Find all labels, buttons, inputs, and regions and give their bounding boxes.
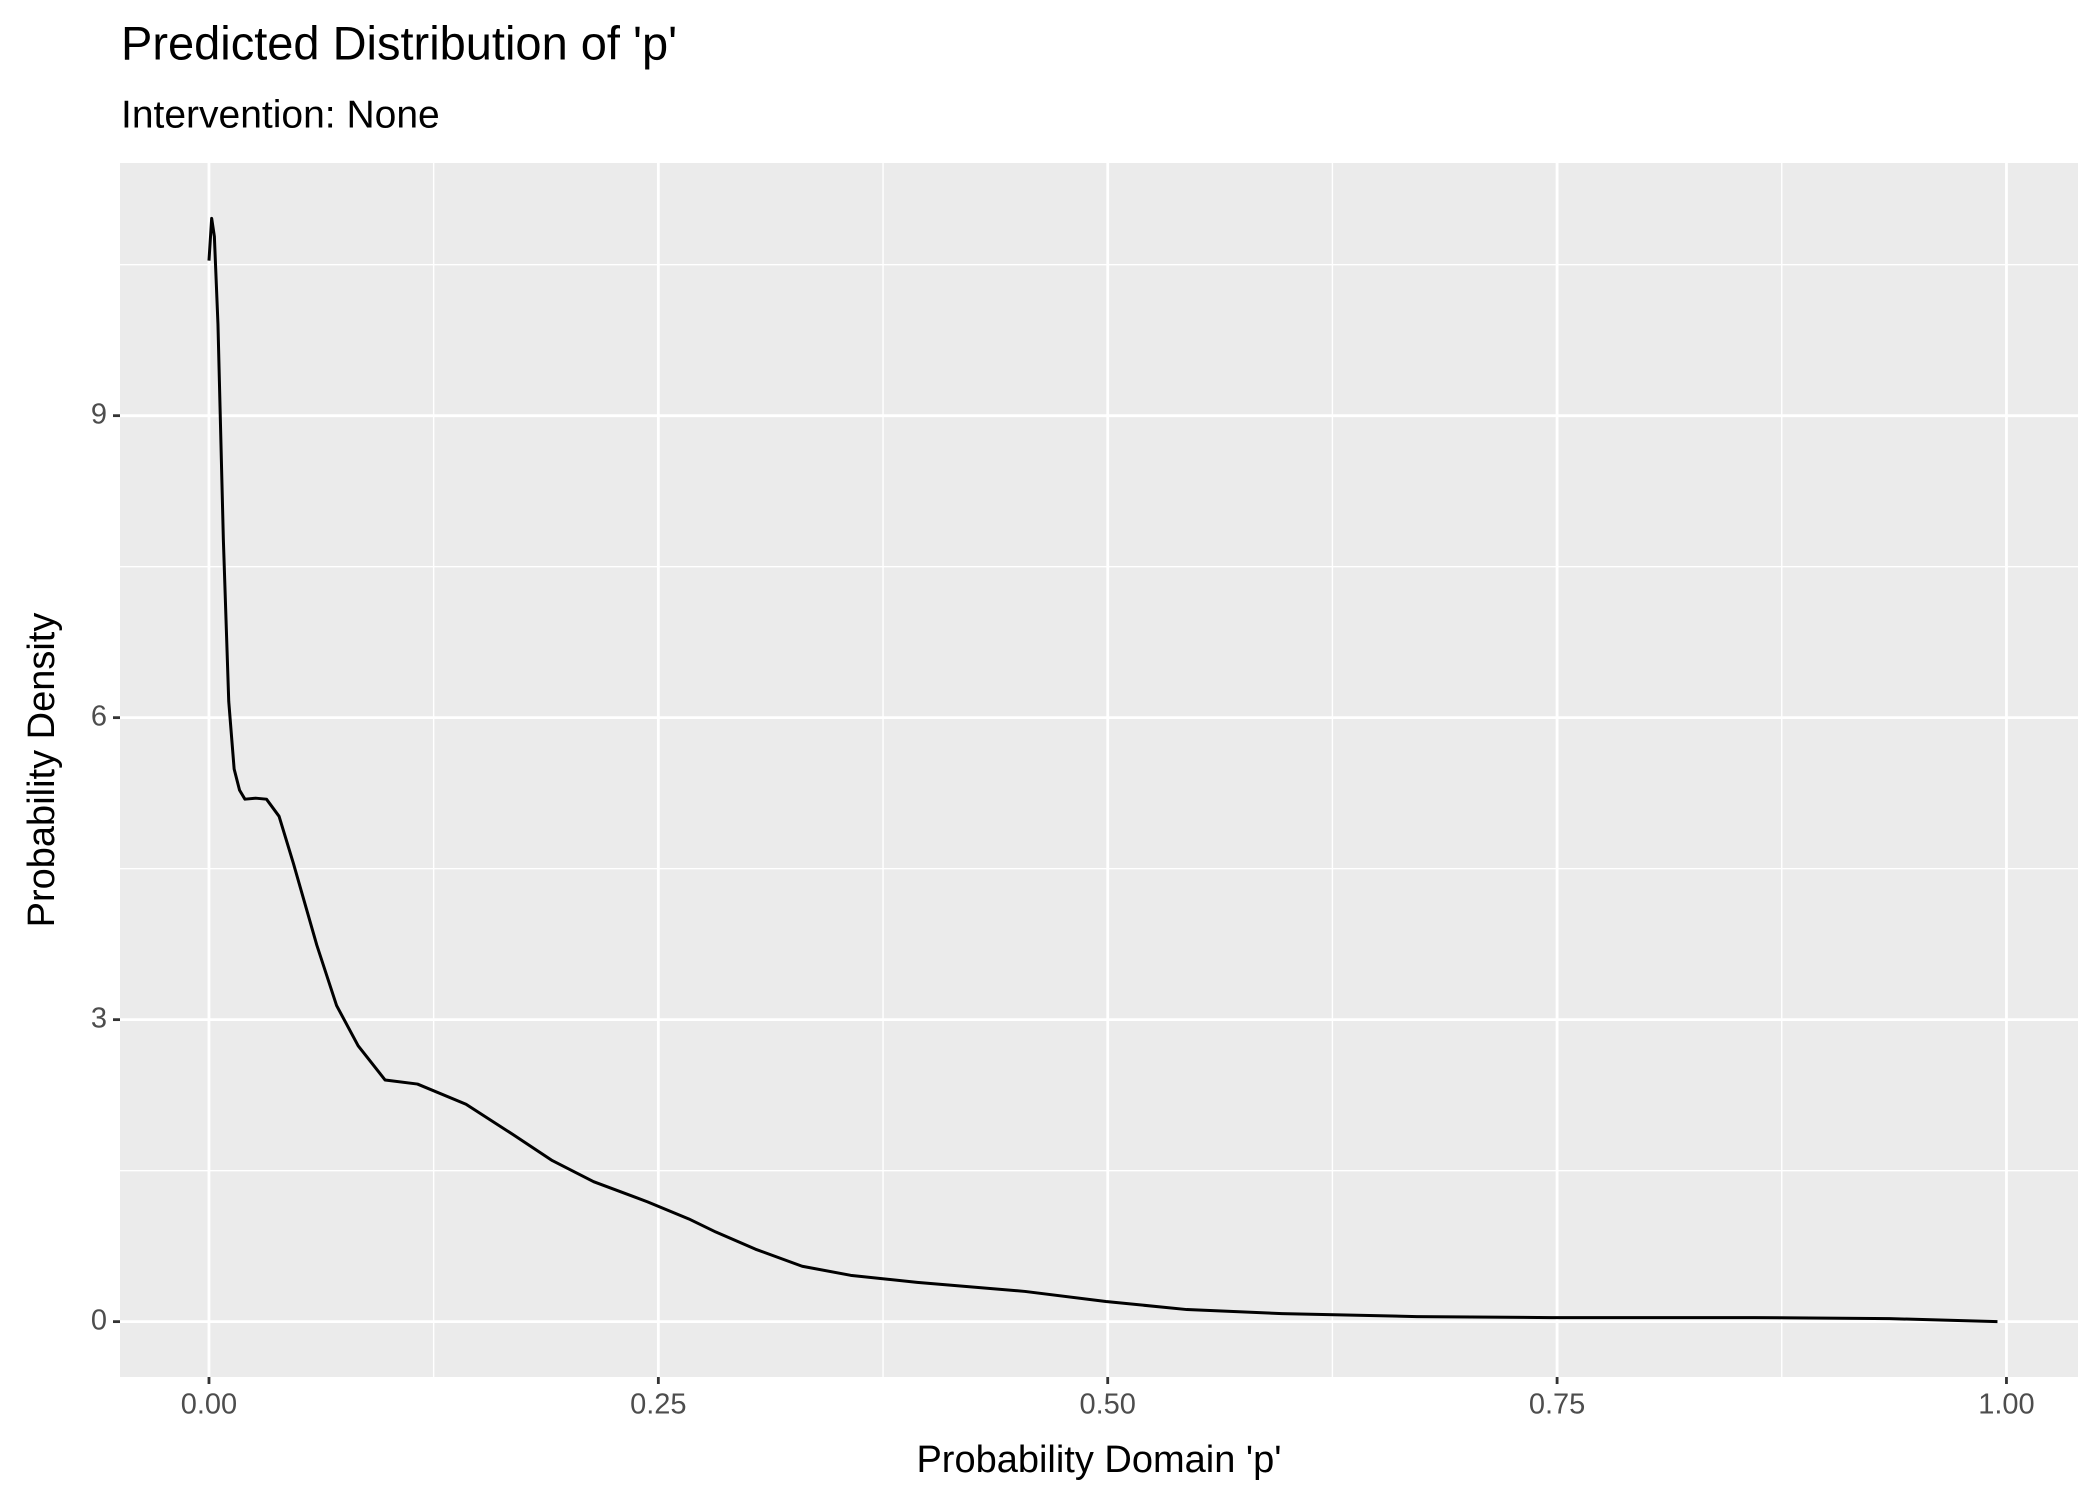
y-tick-label: 9 bbox=[91, 398, 107, 430]
x-tick-label: 0.75 bbox=[1529, 1389, 1585, 1421]
x-tick-label: 1.00 bbox=[1978, 1389, 2034, 1421]
y-axis-title: Probability Density bbox=[21, 613, 63, 928]
chart-subtitle: Intervention: None bbox=[121, 93, 440, 136]
y-tick-label: 0 bbox=[91, 1304, 107, 1336]
panel-background bbox=[120, 163, 2078, 1377]
y-tick-label: 3 bbox=[91, 1002, 107, 1034]
chart-title: Predicted Distribution of 'p' bbox=[121, 16, 677, 69]
x-axis-title: Probability Domain 'p' bbox=[916, 1439, 1281, 1481]
x-tick-label: 0.00 bbox=[181, 1389, 237, 1421]
x-tick-label: 0.25 bbox=[630, 1389, 686, 1421]
y-tick-label: 6 bbox=[91, 700, 107, 732]
density-line bbox=[207, 216, 1998, 1324]
x-tick-label: 0.50 bbox=[1079, 1389, 1135, 1421]
